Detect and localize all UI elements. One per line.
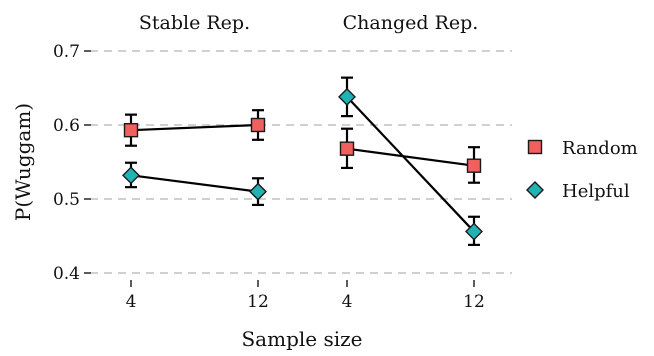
legend-square-icon [527,139,543,155]
series-line-random [346,147,475,167]
y-axis-title: P(Wuggam) [11,103,35,221]
facet-title: Changed Rep. [343,12,479,34]
grid-layer [90,50,512,274]
legend-item-random: Random [527,138,638,159]
data-point-helpful [338,87,356,106]
legend-item-helpful: Helpful [526,181,630,202]
legend: Random Helpful [526,138,638,202]
facet-panel: Changed Rep. 4 12 [338,12,485,312]
legend-label: Random [562,138,638,159]
x-axis-title: Sample size [241,327,362,351]
legend-label: Helpful [562,181,630,202]
x-tick-label: 4 [342,292,353,312]
x-tick-label: 4 [126,292,137,312]
y-tick-label: 0.5 [53,190,80,210]
legend-diamond-icon [526,181,544,199]
data-point-helpful [122,166,140,185]
y-tick-label: 0.7 [53,42,80,62]
data-point-random [250,117,266,133]
series-line-helpful [130,174,259,193]
x-tick-label: 12 [247,292,269,312]
series-line-random [130,123,259,132]
y-tick-label: 0.4 [53,264,80,284]
y-axis: 0.4 0.5 0.6 0.7 [53,42,91,284]
data-point-helpful [249,182,267,201]
data-point-random [466,158,482,173]
facets: Stable Rep. 4 12 Changed Rep. 4 12 [122,12,485,312]
facet-panel: Stable Rep. 4 12 [122,12,269,312]
data-point-random [339,141,355,156]
x-tick-label: 12 [463,292,485,312]
y-tick-label: 0.6 [53,116,80,136]
data-point-helpful [465,222,483,241]
series-line-helpful [346,96,475,233]
data-point-random [123,122,139,138]
facet-title: Stable Rep. [139,12,250,34]
